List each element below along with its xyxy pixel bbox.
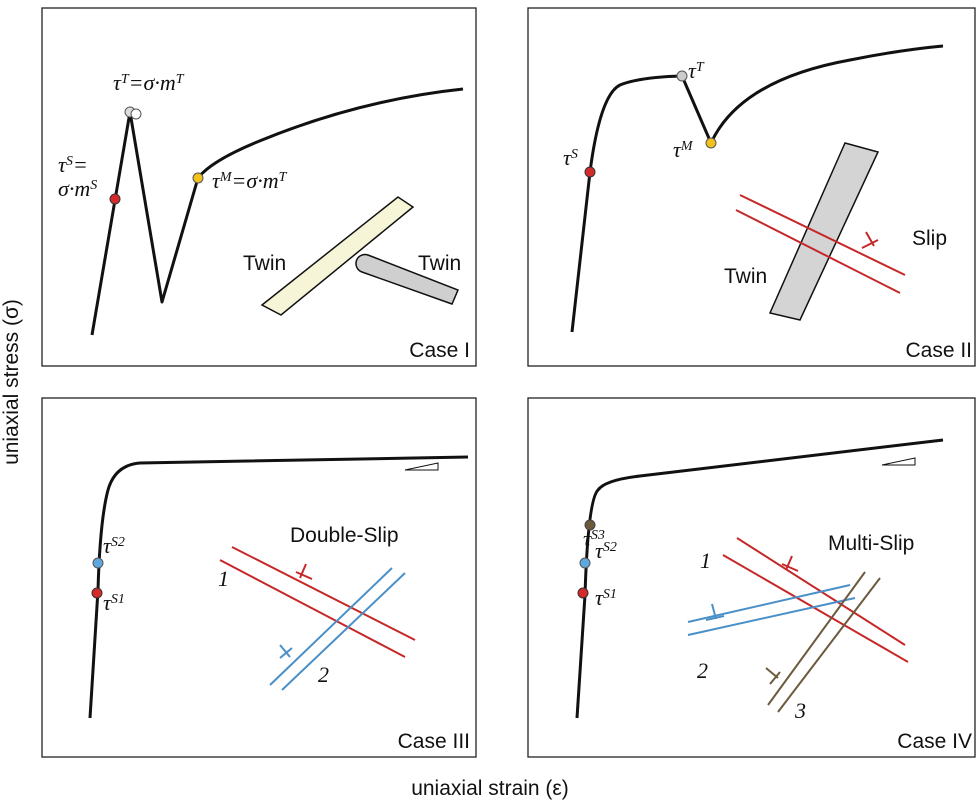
- annotation: σ·mS: [58, 176, 97, 201]
- slope-triangle: [882, 458, 915, 465]
- superscript: S: [90, 178, 97, 193]
- stress-strain-curve: [90, 457, 468, 718]
- superscript: T: [696, 60, 705, 75]
- x-axis-label: uniaxial strain (ε): [411, 777, 569, 800]
- annotation: τT: [688, 58, 705, 83]
- y-axis-label: uniaxial stress (σ): [0, 299, 23, 465]
- superscript: M: [680, 139, 694, 154]
- annotation: τS1: [103, 590, 125, 615]
- annotation: τS2: [595, 538, 617, 563]
- annotation: τM: [673, 137, 694, 162]
- point: [110, 194, 120, 204]
- annotation: Twin: [243, 252, 286, 275]
- annotation: τS1: [595, 585, 617, 610]
- label-text: =σ·m: [129, 70, 176, 95]
- annotation: τT=σ·mT: [113, 70, 185, 95]
- dislocation: [766, 668, 780, 684]
- label-text: 2: [318, 662, 329, 687]
- figure: uniaxial stress (σ) uniaxial strain (ε) …: [0, 0, 976, 804]
- annotation: τS: [563, 145, 578, 170]
- label-text: =: [73, 152, 88, 177]
- annotation: Twin: [724, 265, 767, 288]
- point: [578, 588, 588, 598]
- slip-line: [282, 573, 405, 690]
- annotation: 2: [697, 658, 708, 683]
- case-label: Case IV: [897, 730, 972, 753]
- point: [585, 167, 595, 177]
- panel-frame: [528, 8, 975, 366]
- superscript: S: [571, 147, 578, 162]
- slip-line: [220, 560, 405, 657]
- superscript: S2: [603, 540, 617, 555]
- label-text: 1: [218, 566, 229, 591]
- case-label: Case II: [905, 339, 972, 362]
- superscript: S2: [111, 535, 125, 550]
- annotation: Multi-Slip: [828, 532, 914, 555]
- panel-frame: [42, 398, 476, 757]
- superscript: S1: [603, 587, 617, 602]
- annotation: τS2: [103, 533, 125, 558]
- label-text: σ·m: [58, 176, 90, 201]
- case-label: Case I: [409, 339, 470, 362]
- point: [131, 109, 141, 119]
- label-text: 1: [700, 548, 711, 573]
- label-text: Slip: [912, 227, 947, 250]
- annotation: Twin: [418, 252, 461, 275]
- annotation: τS=: [58, 152, 88, 177]
- label-text: Double-Slip: [290, 524, 399, 547]
- label-text: 3: [794, 698, 806, 723]
- label-text: 2: [697, 658, 708, 683]
- annotation: Double-Slip: [290, 524, 399, 547]
- dislocation: [296, 564, 312, 579]
- case-label: Case III: [398, 730, 470, 753]
- annotation: 1: [700, 548, 711, 573]
- point: [677, 71, 687, 81]
- stress-strain-curve: [577, 440, 943, 718]
- label-text: Twin: [418, 252, 461, 275]
- label-text: Twin: [724, 265, 767, 288]
- annotation: Slip: [912, 227, 947, 250]
- point: [92, 588, 102, 598]
- dislocation: [862, 232, 878, 248]
- stress-strain-curve: [572, 46, 943, 332]
- superscript: S: [66, 154, 73, 169]
- point: [93, 558, 103, 568]
- slip-line: [232, 547, 415, 640]
- point: [706, 138, 716, 148]
- superscript: T: [279, 170, 288, 185]
- twin-band: [770, 143, 878, 320]
- annotation: 1: [218, 566, 229, 591]
- annotation: 3: [794, 698, 806, 723]
- superscript: T: [176, 72, 185, 87]
- annotation: τM=σ·mT: [212, 168, 288, 193]
- slip-line: [270, 568, 392, 685]
- point: [580, 558, 590, 568]
- point: [193, 173, 203, 183]
- label-text: Multi-Slip: [828, 532, 914, 555]
- dislocation: [280, 645, 292, 658]
- annotation: 2: [318, 662, 329, 687]
- panel-frame: [528, 398, 975, 757]
- superscript: S1: [111, 592, 125, 607]
- slope-triangle: [405, 463, 438, 470]
- label-text: Twin: [243, 252, 286, 275]
- label-text: =σ·m: [232, 168, 279, 193]
